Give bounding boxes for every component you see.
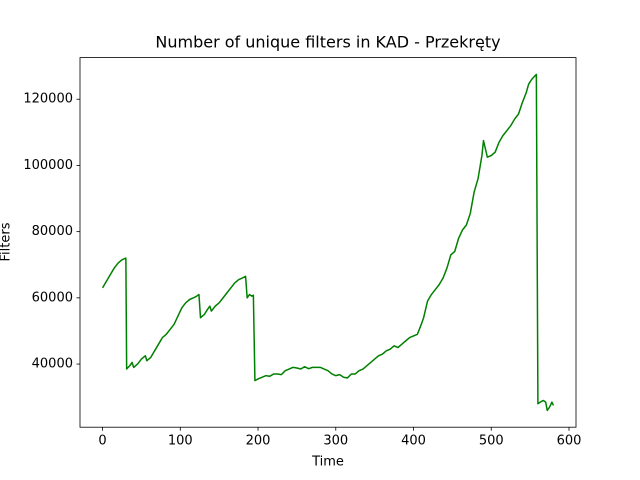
x-tick-label: 100 bbox=[168, 434, 193, 449]
x-tick-label: 400 bbox=[401, 434, 426, 449]
data-line bbox=[101, 73, 555, 412]
y-tick-label: 80000 bbox=[32, 224, 73, 239]
chart-title: Number of unique filters in KAD - Przekr… bbox=[155, 33, 500, 52]
y-tick-label: 100000 bbox=[23, 158, 73, 173]
y-tick-label: 120000 bbox=[23, 92, 73, 107]
x-tick-label: 0 bbox=[98, 434, 106, 449]
y-tick-label: 60000 bbox=[32, 290, 73, 305]
y-axis-label: Filters bbox=[0, 222, 14, 261]
x-tick-label: 500 bbox=[479, 434, 504, 449]
plot-frame bbox=[79, 57, 577, 428]
x-tick-label: 300 bbox=[323, 434, 348, 449]
x-axis-label: Time bbox=[311, 455, 344, 470]
y-tick-label: 40000 bbox=[32, 357, 73, 372]
x-tick-label: 200 bbox=[246, 434, 271, 449]
x-tick-label: 600 bbox=[557, 434, 582, 449]
